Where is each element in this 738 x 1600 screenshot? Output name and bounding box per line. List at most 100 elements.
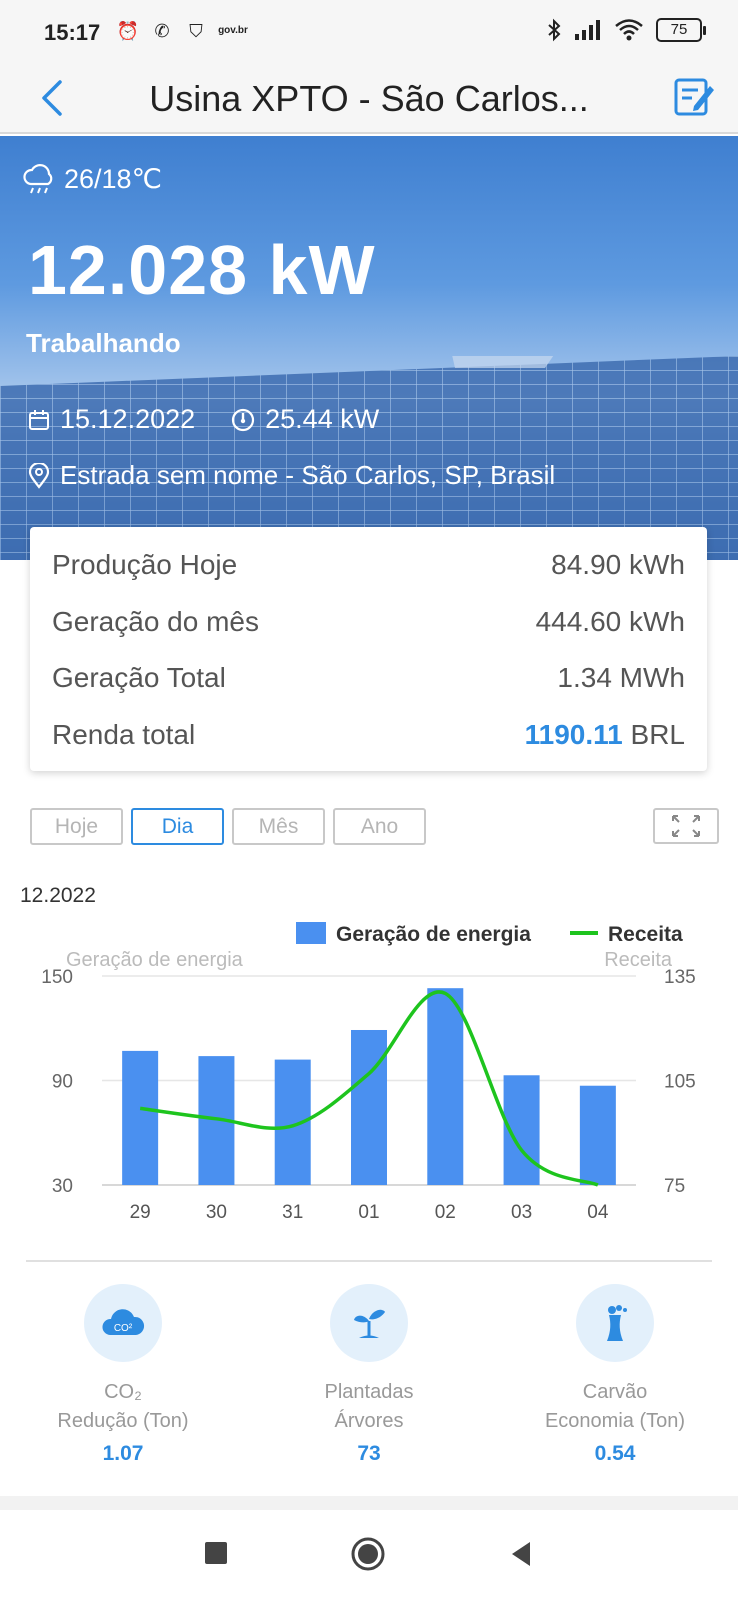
wifi-icon: [615, 19, 643, 41]
y-tick-label: 30: [52, 1176, 73, 1197]
app-header: Usina XPTO - São Carlos...: [0, 64, 738, 134]
income-value-group: 1190.11 BRL: [525, 719, 685, 751]
power-plant-icon: [576, 1284, 654, 1362]
eco-label: Carvão Economia (Ton): [492, 1378, 738, 1436]
content-end-spacer: [0, 1496, 738, 1510]
calendar-icon: [29, 409, 49, 430]
legend-swatch-energy: [296, 922, 326, 944]
eco-coal-saving: Carvão Economia (Ton) 0.54: [492, 1284, 738, 1466]
eco-value: 73: [357, 1442, 381, 1465]
edit-icon: [674, 78, 714, 116]
plant-meta: 15.12.2022 25.44 kW: [28, 404, 415, 435]
stat-label: Geração do mês: [52, 605, 259, 637]
bar: [579, 1085, 616, 1185]
solar-panels-image: [0, 356, 738, 560]
home-button[interactable]: [350, 1536, 386, 1572]
eco-label-line2: Economia (Ton): [544, 1410, 686, 1432]
install-date-value: 15.12.2022: [60, 404, 196, 434]
expand-icon: [672, 815, 700, 837]
tab-hoje[interactable]: Hoje: [30, 808, 123, 845]
x-tick-label: 02: [435, 1202, 456, 1223]
system-icons: 75: [546, 18, 706, 42]
status-time: 15:17: [44, 20, 101, 45]
page-title: Usina XPTO - São Carlos...: [149, 78, 589, 119]
shield-icon: ⛉: [189, 21, 203, 41]
tab-mes[interactable]: Mês: [232, 808, 325, 845]
alarm-icon: ⏰: [116, 21, 140, 41]
back-button[interactable]: [36, 74, 76, 122]
plant-address-text: Estrada sem nome - São Carlos, SP, Brasi…: [60, 460, 556, 490]
x-tick-label: 04: [587, 1202, 609, 1223]
y2-tick-label: 75: [664, 1176, 685, 1197]
install-date: 15.12.2022: [28, 404, 195, 435]
x-tick-label: 29: [130, 1202, 151, 1223]
status-bar: 15:17 ⏰ ✆ ⛉ gov.br 75: [0, 0, 738, 64]
eco-label-line2: Redução (Ton): [57, 1410, 189, 1432]
tab-dia[interactable]: Dia: [131, 808, 224, 845]
legend-label-revenue: Receita: [608, 923, 683, 946]
x-tick-label: 03: [511, 1202, 532, 1223]
stat-value: 1.34 MWh: [557, 662, 685, 694]
bar: [427, 988, 464, 1185]
x-tick-label: 31: [282, 1202, 303, 1223]
energy-revenue-chart: Geração de energia Receita Geração de ener…: [41, 922, 696, 1223]
weather-temperature: 26/18℃: [64, 163, 162, 194]
environmental-benefits: CO² CO₂ Redução (Ton) 1.07 Plantadas Árvor…: [0, 1284, 738, 1484]
back-nav-button[interactable]: [508, 1540, 534, 1568]
eco-label: Plantadas Árvores: [246, 1378, 492, 1436]
x-tick-label: 01: [358, 1202, 379, 1223]
income-value: 1190.11: [524, 718, 623, 750]
eco-label-line1: Plantadas: [324, 1381, 414, 1403]
y2-tick-label: 105: [664, 1072, 696, 1093]
period-tabs: Hoje Dia Mês Ano: [30, 808, 426, 845]
y-tick-label: 150: [41, 967, 73, 988]
battery-indicator: 75: [656, 18, 706, 42]
bluetooth-icon: [548, 18, 561, 42]
location-pin-icon: [28, 462, 50, 489]
stat-label: Produção Hoje: [52, 549, 238, 581]
stat-total-generation: Geração Total 1.34 MWh: [52, 650, 685, 707]
eco-label-line1: Carvão: [582, 1381, 648, 1403]
eco-value: 1.07: [102, 1442, 144, 1465]
co2-cloud-icon: CO²: [84, 1284, 162, 1362]
section-divider: [26, 1260, 712, 1262]
legend-label-energy: Geração de energia: [336, 923, 531, 946]
bar: [122, 1050, 159, 1185]
bar: [351, 1029, 387, 1185]
stat-value: 84.90 kWh: [551, 549, 685, 581]
installed-capacity-value: 25.44 kW: [265, 404, 380, 434]
installed-capacity: 25.44 kW: [231, 404, 379, 435]
recents-button[interactable]: [203, 1540, 229, 1566]
eco-label-line2: Árvores: [334, 1410, 404, 1432]
stat-month-generation: Geração do mês 444.60 kWh: [52, 594, 685, 651]
eco-value: 0.54: [594, 1442, 636, 1465]
stat-label: Geração Total: [52, 662, 226, 694]
x-tick-label: 30: [206, 1202, 227, 1223]
tab-ano[interactable]: Ano: [333, 808, 426, 845]
production-summary-card: Produção Hoje 84.90 kWh Geração do mês 4…: [30, 527, 707, 771]
weather-info: 26/18℃: [22, 162, 162, 196]
plant-hero-banner: 26/18℃ 12.028 kW Trabalhando 15.12.2022 …: [0, 136, 738, 560]
chart-period-label: 12.2022: [20, 884, 96, 907]
edit-button[interactable]: [672, 72, 716, 124]
seedling-icon: [330, 1284, 408, 1362]
eco-trees-planted: Plantadas Árvores 73: [246, 1284, 492, 1466]
system-navigation-bar: [0, 1510, 738, 1600]
revenue-line: [139, 990, 599, 1187]
y2-axis-title: Receita: [604, 949, 673, 971]
svg-text:CO²: CO²: [114, 1323, 133, 1334]
eco-co2-reduction: CO² CO₂ Redução (Ton) 1.07: [0, 1284, 246, 1466]
stat-value: 444.60 kWh: [535, 605, 685, 637]
notification-icons: ⏰ ✆ ⛉ gov.br: [116, 19, 248, 43]
plant-status: Trabalhando: [26, 328, 181, 358]
income-unit: BRL: [630, 718, 685, 750]
current-power: 12.028 kW: [28, 231, 376, 309]
cloud-rain-icon: [23, 164, 53, 194]
signal-icon: [575, 20, 600, 40]
stat-production-today: Produção Hoje 84.90 kWh: [52, 537, 685, 594]
govbr-icon: gov.br: [218, 25, 248, 36]
gauge-icon: [232, 408, 255, 431]
fullscreen-button[interactable]: [653, 808, 719, 844]
plant-address: Estrada sem nome - São Carlos, SP, Brasi…: [28, 460, 555, 491]
y-axis-title: Geração de energia: [66, 949, 244, 971]
